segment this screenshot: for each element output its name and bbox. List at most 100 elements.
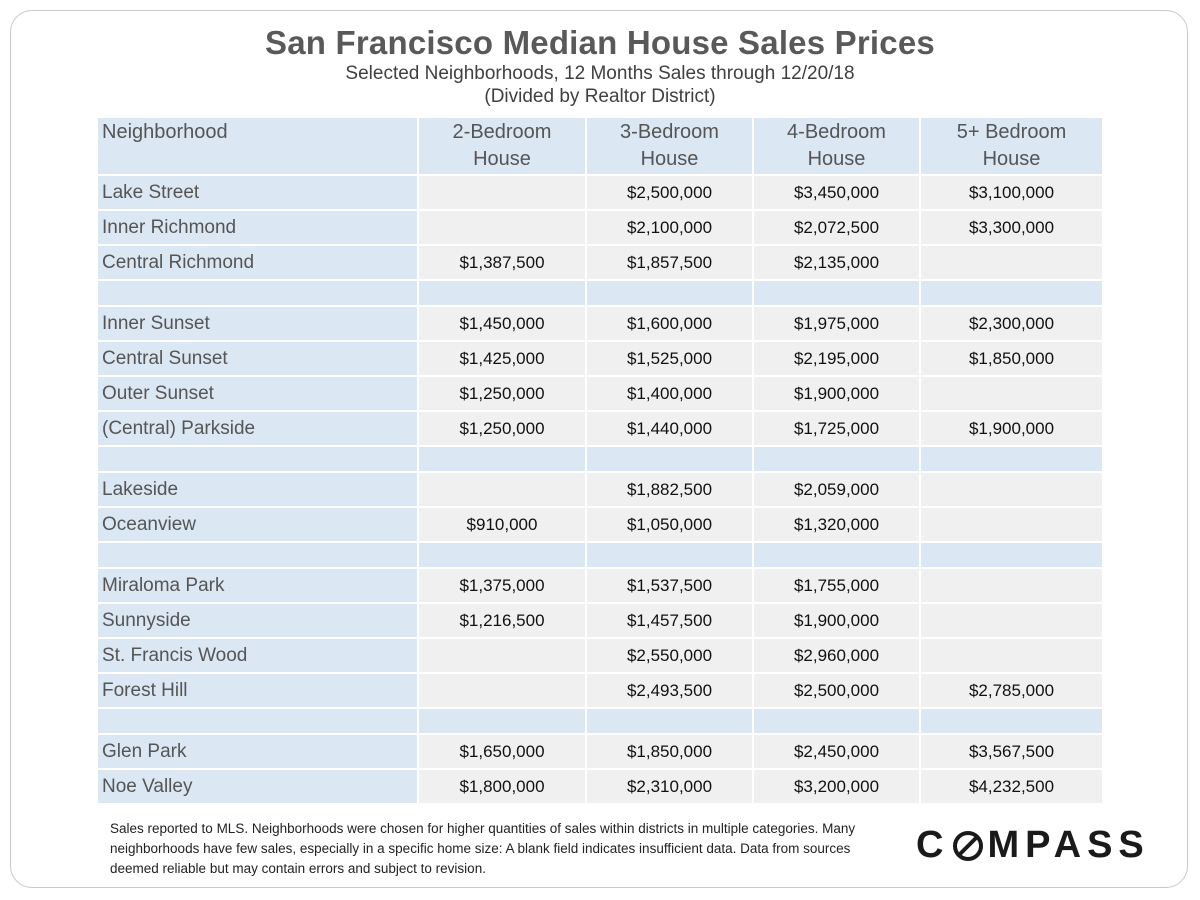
table-row: Sunnyside $1,216,500 $1,457,500 $1,900,000 — [98, 603, 1104, 639]
compass-o-icon — [953, 830, 984, 861]
chart-subtitle-district: (Divided by Realtor District) — [484, 86, 716, 107]
neighborhood-name: Inner Richmond — [98, 210, 419, 246]
price-cell: $3,100,000 — [920, 175, 1104, 211]
group-spacer-row — [98, 708, 1104, 735]
price-cell: $1,900,000 — [920, 411, 1104, 447]
price-cell: $1,387,500 — [418, 245, 587, 281]
table-row: Outer Sunset $1,250,000 $1,400,000 $1,900,0… — [98, 376, 1104, 412]
table-row: Inner Richmond $2,100,000 $2,072,500 $3,300… — [98, 210, 1104, 246]
table-header-row: Neighborhood 2-Bedroom House 3-Bedroom Hou… — [98, 118, 1104, 176]
price-cell: $1,650,000 — [418, 734, 587, 770]
spacer-cell — [98, 446, 419, 473]
price-cell: $1,800,000 — [418, 769, 587, 805]
price-cell: $2,059,000 — [753, 472, 921, 508]
neighborhood-name: Miraloma Park — [98, 568, 419, 604]
column-header: 4-Bedroom House — [753, 118, 921, 176]
price-cell: $4,232,500 — [920, 769, 1104, 805]
table-row: Central Sunset $1,425,000 $1,525,000 $2,195… — [98, 341, 1104, 377]
group-spacer-row — [98, 446, 1104, 473]
price-cell — [418, 175, 587, 211]
price-cell: $3,200,000 — [753, 769, 921, 805]
table-row: Central Richmond $1,387,500 $1,857,500 $2,1… — [98, 245, 1104, 281]
price-cell: $2,785,000 — [920, 673, 1104, 709]
price-cell: $1,900,000 — [753, 376, 921, 412]
price-cell: $2,195,000 — [753, 341, 921, 377]
neighborhood-name: St. Francis Wood — [98, 638, 419, 674]
neighborhood-name: Outer Sunset — [98, 376, 419, 412]
price-cell: $2,310,000 — [586, 769, 754, 805]
price-cell: $1,600,000 — [586, 306, 754, 342]
price-cell — [418, 210, 587, 246]
neighborhood-name: Lakeside — [98, 472, 419, 508]
price-cell: $1,320,000 — [753, 507, 921, 543]
price-cell: $2,300,000 — [920, 306, 1104, 342]
spacer-cell — [920, 280, 1104, 307]
price-cell: $2,450,000 — [753, 734, 921, 770]
price-cell: $2,960,000 — [753, 638, 921, 674]
neighborhood-name: Central Richmond — [98, 245, 419, 281]
spacer-cell — [418, 708, 587, 735]
price-cell: $2,135,000 — [753, 245, 921, 281]
price-cell: $1,250,000 — [418, 411, 587, 447]
price-cell: $1,725,000 — [753, 411, 921, 447]
neighborhood-name: Forest Hill — [98, 673, 419, 709]
price-cell: $3,567,500 — [920, 734, 1104, 770]
price-cell: $1,857,500 — [586, 245, 754, 281]
table-row: Inner Sunset $1,450,000 $1,600,000 $1,975,0… — [98, 306, 1104, 342]
spacer-cell — [586, 446, 754, 473]
chart-title: San Francisco Median House Sales Prices — [265, 24, 935, 61]
neighborhood-name: Glen Park — [98, 734, 419, 770]
neighborhood-name: Lake Street — [98, 175, 419, 211]
footnote: Sales reported to MLS. Neighborhoods wer… — [110, 821, 856, 876]
column-header: 5+ Bedroom House — [920, 118, 1104, 176]
price-cell — [920, 507, 1104, 543]
spacer-cell — [753, 708, 921, 735]
table-row: Miraloma Park $1,375,000 $1,537,500 $1,755,… — [98, 568, 1104, 604]
price-cell — [418, 638, 587, 674]
price-cell: $1,250,000 — [418, 376, 587, 412]
price-cell: $2,550,000 — [586, 638, 754, 674]
chart-subtitle: Selected Neighborhoods, 12 Months Sales … — [345, 63, 855, 84]
price-table: Neighborhood 2-Bedroom House 3-Bedroom Hou… — [98, 118, 1104, 805]
price-cell: $1,216,500 — [418, 603, 587, 639]
price-cell: $2,072,500 — [753, 210, 921, 246]
price-cell: $1,425,000 — [418, 341, 587, 377]
price-cell: $1,537,500 — [586, 568, 754, 604]
table-row: Glen Park $1,650,000 $1,850,000 $2,450,000 $… — [98, 734, 1104, 770]
neighborhood-name: Central Sunset — [98, 341, 419, 377]
table-row: Forest Hill $2,493,500 $2,500,000 $2,785,00… — [98, 673, 1104, 709]
neighborhood-name: Inner Sunset — [98, 306, 419, 342]
price-cell: $1,050,000 — [586, 507, 754, 543]
spacer-cell — [98, 708, 419, 735]
price-cell: $1,440,000 — [586, 411, 754, 447]
spacer-cell — [920, 446, 1104, 473]
spacer-cell — [418, 446, 587, 473]
price-cell: $1,850,000 — [920, 341, 1104, 377]
spacer-cell — [753, 446, 921, 473]
column-header: Neighborhood — [98, 118, 419, 176]
group-spacer-row — [98, 542, 1104, 569]
column-header: 3-Bedroom House — [586, 118, 754, 176]
price-cell: $2,500,000 — [586, 175, 754, 211]
price-cell — [920, 472, 1104, 508]
spacer-cell — [586, 280, 754, 307]
price-cell: $2,493,500 — [586, 673, 754, 709]
neighborhood-name: Oceanview — [98, 507, 419, 543]
spacer-cell — [586, 542, 754, 569]
price-cell: $1,375,000 — [418, 568, 587, 604]
price-cell — [920, 376, 1104, 412]
neighborhood-name: Noe Valley — [98, 769, 419, 805]
price-cell — [920, 245, 1104, 281]
neighborhood-name: Sunnyside — [98, 603, 419, 639]
price-cell — [920, 603, 1104, 639]
table-row: Lakeside $1,882,500 $2,059,000 — [98, 472, 1104, 508]
price-cell: $3,450,000 — [753, 175, 921, 211]
neighborhood-name: (Central) Parkside — [98, 411, 419, 447]
price-cell: $1,525,000 — [586, 341, 754, 377]
table-row: Noe Valley $1,800,000 $2,310,000 $3,200,000… — [98, 769, 1104, 805]
spacer-cell — [98, 280, 419, 307]
price-cell — [920, 568, 1104, 604]
price-cell: $1,457,500 — [586, 603, 754, 639]
group-spacer-row — [98, 280, 1104, 307]
spacer-cell — [920, 542, 1104, 569]
